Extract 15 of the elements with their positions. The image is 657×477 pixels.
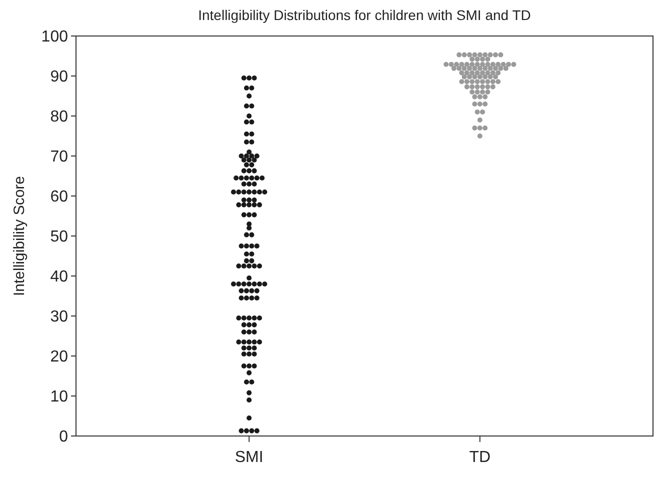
y-tick-label: 50: [50, 228, 68, 246]
y-tick-label: 100: [41, 28, 68, 46]
y-axis-title: Intelligibility Score: [11, 176, 28, 296]
y-tick-label: 10: [50, 388, 68, 406]
y-tick-label: 30: [50, 308, 68, 326]
y-tick-label: 60: [50, 188, 68, 206]
y-tick-label: 0: [59, 428, 68, 446]
y-tick-label: 20: [50, 348, 68, 366]
y-tick-label: 70: [50, 148, 68, 166]
chart-title: Intelligibility Distributions for children with SMI and TD: [198, 7, 531, 23]
x-tick-label: TD: [469, 449, 491, 466]
y-tick-label: 80: [50, 108, 68, 126]
x-tick-label: SMI: [234, 449, 264, 466]
y-tick-label: 90: [50, 68, 68, 86]
y-tick-label: 40: [50, 268, 68, 286]
